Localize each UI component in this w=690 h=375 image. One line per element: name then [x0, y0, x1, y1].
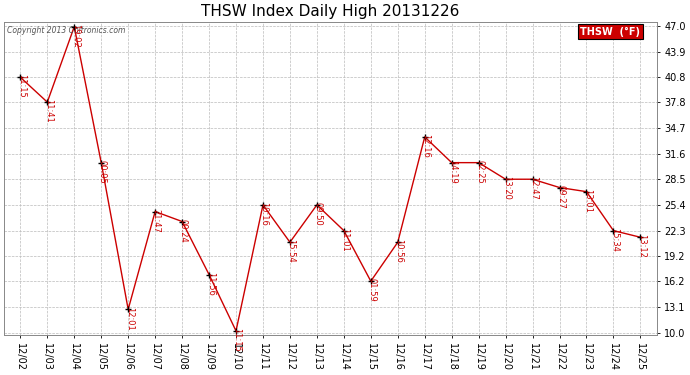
- Point: [635, 234, 646, 240]
- Text: 10:16: 10:16: [259, 202, 268, 226]
- Text: 14:19: 14:19: [448, 160, 457, 184]
- Text: 13:01: 13:01: [583, 189, 592, 213]
- Point: [257, 202, 268, 208]
- Text: 11:01: 11:01: [340, 228, 349, 252]
- Text: 11:41: 11:41: [44, 99, 53, 123]
- Point: [42, 99, 53, 105]
- Text: Copyright 2013 Coltronics.com: Copyright 2013 Coltronics.com: [8, 26, 126, 35]
- Point: [527, 176, 538, 182]
- Point: [420, 134, 431, 140]
- Point: [500, 176, 511, 182]
- Text: 15:54: 15:54: [286, 240, 295, 263]
- Text: 12:47: 12:47: [529, 177, 538, 200]
- Text: 13:20: 13:20: [502, 177, 511, 200]
- Point: [204, 272, 215, 278]
- Point: [14, 74, 26, 80]
- Text: 01:59: 01:59: [367, 278, 376, 302]
- Title: THSW Index Daily High 20131226: THSW Index Daily High 20131226: [201, 4, 460, 19]
- Text: THSW  (°F): THSW (°F): [580, 26, 640, 36]
- Point: [284, 239, 295, 245]
- Text: 11:15: 11:15: [233, 328, 241, 352]
- Point: [69, 24, 80, 30]
- Text: 09:27: 09:27: [556, 185, 565, 209]
- Point: [392, 239, 403, 245]
- Text: 12:16: 12:16: [422, 134, 431, 158]
- Point: [177, 219, 188, 225]
- Point: [338, 228, 349, 234]
- Text: 11:15: 11:15: [17, 75, 26, 98]
- Text: 21:47: 21:47: [152, 209, 161, 232]
- Point: [96, 160, 107, 166]
- Point: [446, 160, 457, 166]
- Text: 12:01: 12:01: [125, 307, 134, 330]
- Point: [608, 228, 619, 234]
- Text: 19:02: 19:02: [71, 24, 80, 48]
- Text: 10:56: 10:56: [394, 240, 404, 263]
- Text: 02:25: 02:25: [475, 160, 484, 184]
- Text: 13:12: 13:12: [637, 234, 646, 258]
- Text: 00:05: 00:05: [98, 160, 107, 184]
- Point: [150, 209, 161, 214]
- Point: [365, 278, 376, 284]
- Text: 15:34: 15:34: [610, 228, 619, 252]
- Text: 09:50: 09:50: [313, 202, 322, 226]
- Point: [473, 160, 484, 166]
- Text: 00:24: 00:24: [179, 219, 188, 243]
- Point: [230, 328, 241, 334]
- Point: [311, 202, 322, 208]
- Point: [123, 306, 134, 312]
- Text: 11:56: 11:56: [206, 272, 215, 296]
- Point: [581, 189, 592, 195]
- Point: [554, 184, 565, 190]
